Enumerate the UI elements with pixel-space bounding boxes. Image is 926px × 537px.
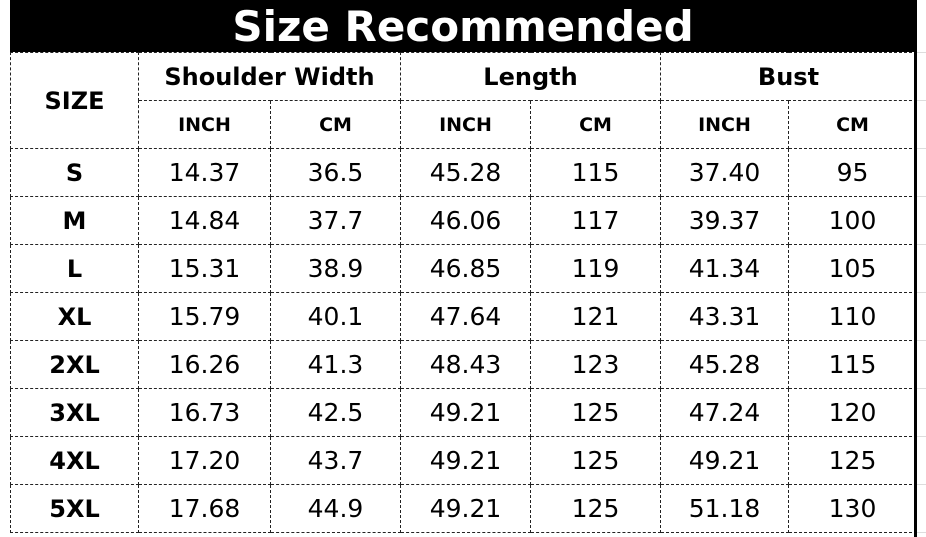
value-cell: 47.24 [660,388,789,437]
size-cell: S [10,148,139,197]
value-cell: 125 [530,388,661,437]
value-cell: 117 [530,196,661,245]
gridline [917,388,926,389]
value-cell: 16.73 [138,388,271,437]
gridline [917,196,926,197]
unit-header: INCH [138,100,271,149]
value-cell: 46.85 [400,244,531,293]
value-cell: 110 [788,292,917,341]
group-header-length: Length [400,52,661,101]
unit-header: INCH [400,100,531,149]
size-cell: L [10,244,139,293]
table-row: XL 15.79 40.1 47.64 121 43.31 110 [10,292,917,341]
value-cell: 17.68 [138,484,271,533]
value-cell: 95 [788,148,917,197]
size-cell: M [10,196,139,245]
value-cell: 17.20 [138,436,271,485]
value-cell: 45.28 [400,148,531,197]
table-row: 2XL 16.26 41.3 48.43 123 45.28 115 [10,340,917,389]
value-cell: 15.79 [138,292,271,341]
table-row: L 15.31 38.9 46.85 119 41.34 105 [10,244,917,293]
value-cell: 49.21 [400,436,531,485]
value-cell: 43.7 [270,436,401,485]
value-cell: 44.9 [270,484,401,533]
size-header: SIZE [10,52,139,149]
size-cell: 3XL [10,388,139,437]
table-row: M 14.84 37.7 46.06 117 39.37 100 [10,196,917,245]
gridline [917,532,926,533]
table-row: 5XL 17.68 44.9 49.21 125 51.18 130 [10,484,917,533]
table-row: 4XL 17.20 43.7 49.21 125 49.21 125 [10,436,917,485]
value-cell: 51.18 [660,484,789,533]
value-cell: 115 [788,340,917,389]
value-cell: 45.28 [660,340,789,389]
gridline [917,292,926,293]
value-cell: 41.34 [660,244,789,293]
gridline [917,436,926,437]
value-cell: 37.7 [270,196,401,245]
value-cell: 120 [788,388,917,437]
value-cell: 16.26 [138,340,271,389]
group-header-bust: Bust [660,52,917,101]
value-cell: 39.37 [660,196,789,245]
value-cell: 14.37 [138,148,271,197]
value-cell: 41.3 [270,340,401,389]
size-cell: 5XL [10,484,139,533]
table-row: 3XL 16.73 42.5 49.21 125 47.24 120 [10,388,917,437]
gridline [917,52,926,53]
gridline [917,244,926,245]
value-cell: 121 [530,292,661,341]
value-cell: 40.1 [270,292,401,341]
value-cell: 14.84 [138,196,271,245]
value-cell: 125 [530,436,661,485]
gridline [917,100,926,101]
chart-title: Size Recommended [10,0,916,52]
value-cell: 47.64 [400,292,531,341]
size-cell: 4XL [10,436,139,485]
value-cell: 100 [788,196,917,245]
unit-header: CM [530,100,661,149]
value-cell: 130 [788,484,917,533]
value-cell: 49.21 [400,388,531,437]
size-cell: XL [10,292,139,341]
size-table: SIZE Shoulder Width Length Bust INCH CM … [10,52,917,533]
value-cell: 38.9 [270,244,401,293]
unit-header: CM [270,100,401,149]
value-cell: 49.21 [400,484,531,533]
value-cell: 15.31 [138,244,271,293]
value-cell: 115 [530,148,661,197]
size-cell: 2XL [10,340,139,389]
table-row: S 14.37 36.5 45.28 115 37.40 95 [10,148,917,197]
value-cell: 46.06 [400,196,531,245]
value-cell: 105 [788,244,917,293]
right-border [914,0,917,537]
group-header-shoulder: Shoulder Width [138,52,401,101]
value-cell: 49.21 [660,436,789,485]
value-cell: 125 [530,484,661,533]
gridline [917,484,926,485]
gridline [917,148,926,149]
value-cell: 119 [530,244,661,293]
value-cell: 123 [530,340,661,389]
value-cell: 43.31 [660,292,789,341]
value-cell: 125 [788,436,917,485]
unit-header: CM [788,100,917,149]
value-cell: 36.5 [270,148,401,197]
value-cell: 37.40 [660,148,789,197]
value-cell: 42.5 [270,388,401,437]
gridline [917,340,926,341]
unit-header: INCH [660,100,789,149]
value-cell: 48.43 [400,340,531,389]
